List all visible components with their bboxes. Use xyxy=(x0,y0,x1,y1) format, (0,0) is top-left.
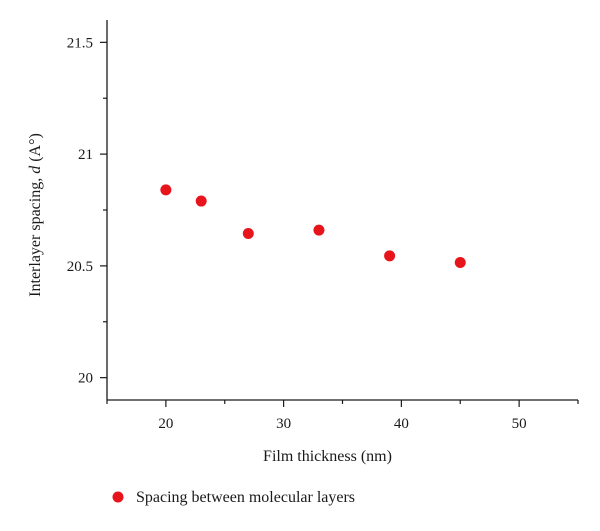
y-tick-label: 21 xyxy=(78,147,93,163)
x-tick-label: 50 xyxy=(512,416,527,432)
legend-label: Spacing between molecular layers xyxy=(136,489,355,506)
data-point xyxy=(384,250,396,262)
y-tick-label: 21.5 xyxy=(67,35,93,51)
y-tick-label: 20.5 xyxy=(67,259,93,275)
x-tick-label: 40 xyxy=(394,416,409,432)
data-point xyxy=(160,184,172,196)
x-tick-label: 20 xyxy=(158,416,173,432)
legend: Spacing between molecular layers xyxy=(112,489,355,506)
data-point xyxy=(195,195,207,207)
x-tick-label: 30 xyxy=(276,416,291,432)
data-points xyxy=(160,184,466,269)
y-axis-title-variable: d xyxy=(27,165,44,174)
x-axis-ticks: 20 30 40 50 xyxy=(106,400,579,432)
y-axis-title: Interlayer spacing, d (A°) xyxy=(27,133,44,297)
y-axis-ticks: 20 20.5 21 21.5 xyxy=(67,35,107,387)
x-axis-title: Film thickness (nm) xyxy=(263,448,392,465)
plot-axes xyxy=(106,20,578,401)
data-point xyxy=(454,257,466,269)
y-axis-title-unit: (A°) xyxy=(27,133,44,166)
legend-marker xyxy=(112,491,124,503)
y-tick-label: 20 xyxy=(78,371,93,387)
data-point xyxy=(313,224,325,236)
data-point xyxy=(242,227,254,239)
y-axis-title-prefix: Interlayer spacing, xyxy=(27,174,44,297)
